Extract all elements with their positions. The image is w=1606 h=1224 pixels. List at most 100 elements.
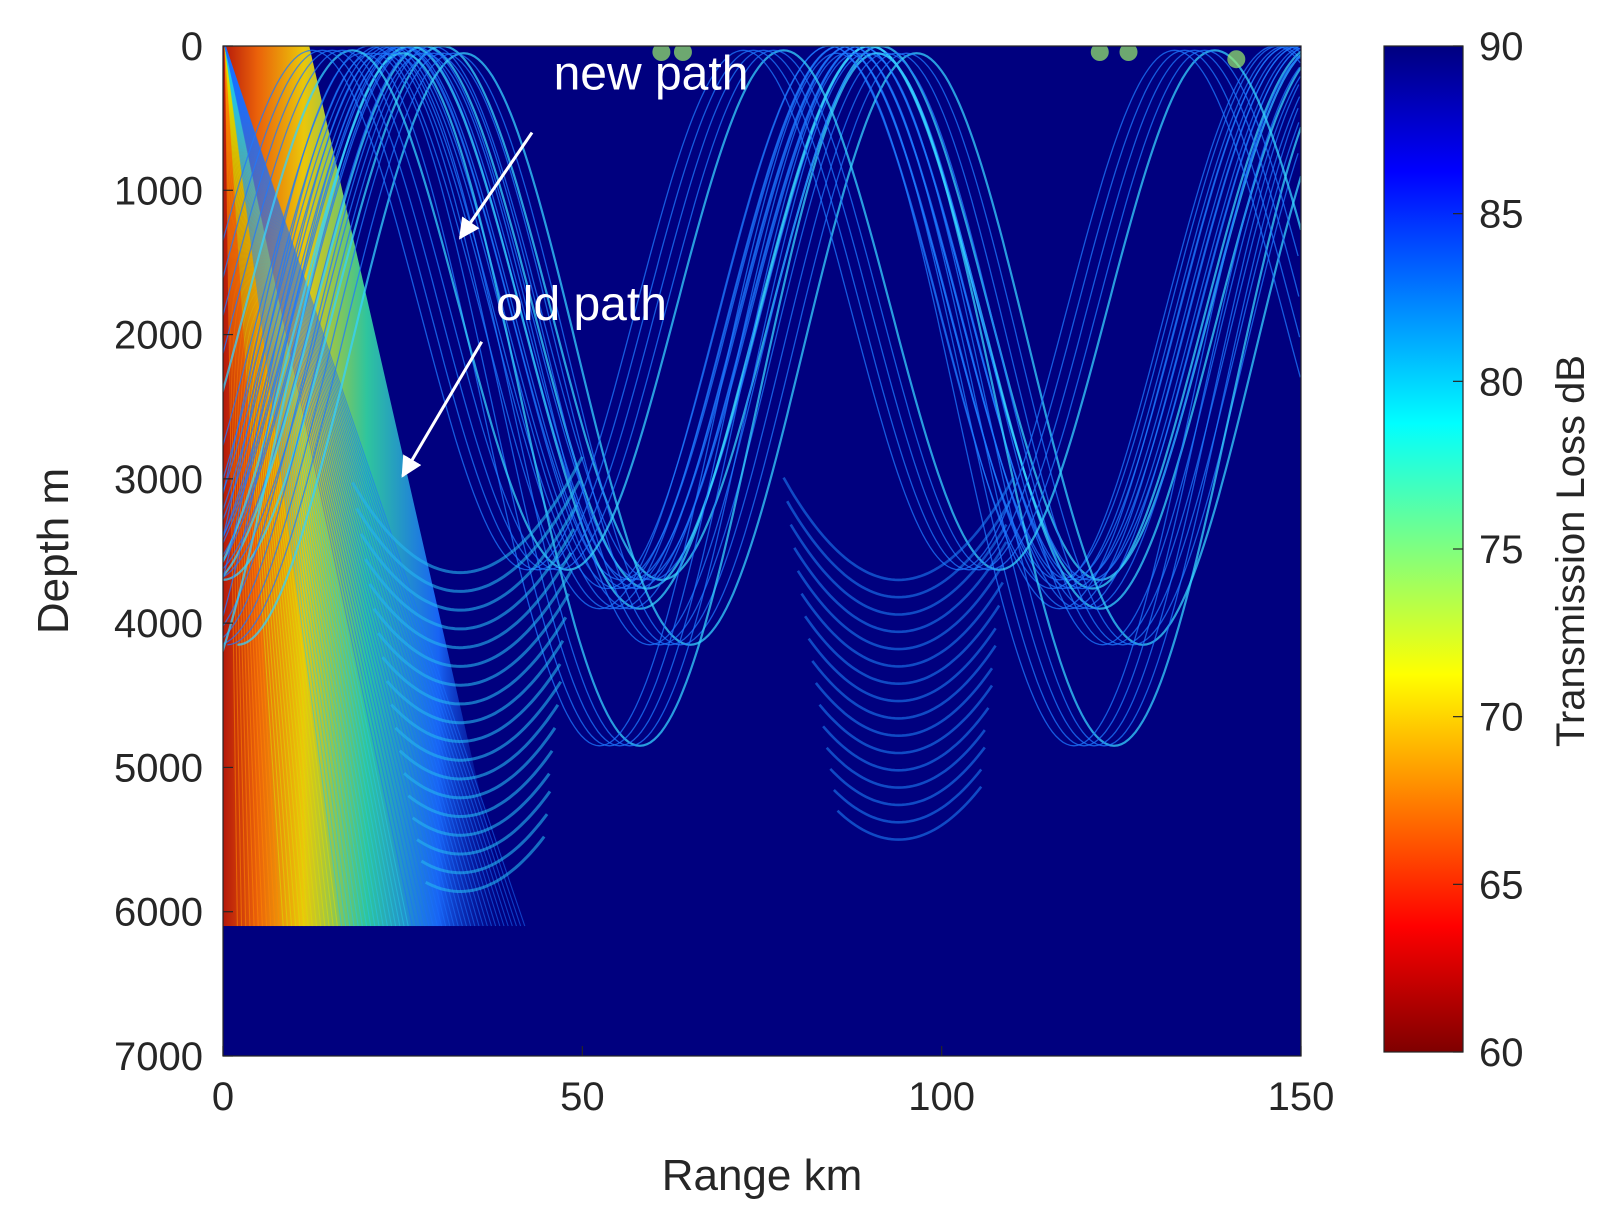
- source-ray: [224, 46, 426, 927]
- colorbar-ticks: 60 65 70 75 80 85 90: [1453, 25, 1524, 1075]
- x-tick-label: 150: [1268, 1075, 1335, 1119]
- y-axis-label: Depth m: [29, 468, 78, 634]
- fringe-arc: [789, 523, 1008, 616]
- source-ray: [224, 46, 526, 927]
- y-tick-label: 6000: [114, 891, 203, 935]
- source-ray: [224, 46, 318, 927]
- colorbar-label: Transmission Loss dB: [1549, 355, 1593, 747]
- fringe-arc: [403, 727, 557, 800]
- cz-ray: [227, 52, 1299, 646]
- y-tick-label: 4000: [114, 602, 203, 646]
- y-tick-label: 1000: [114, 169, 203, 213]
- fringe-arc: [832, 768, 983, 824]
- colorbar-tick-label: 90: [1479, 25, 1524, 69]
- source-ray: [224, 46, 372, 927]
- fringe-arc: [355, 480, 581, 593]
- interference-fringes: [351, 456, 1015, 893]
- y-axis-ticks: 0 1000 2000 3000 4000 5000 6000 7000: [114, 25, 233, 1079]
- fringe-arc: [793, 541, 1008, 634]
- cz-ray: [223, 46, 1300, 581]
- source-ray: [224, 46, 359, 927]
- source-ray: [224, 46, 376, 927]
- x-tick-label: 0: [212, 1075, 234, 1119]
- source-ray: [224, 46, 313, 927]
- fringe-arc: [390, 663, 562, 744]
- cz-ray: [223, 52, 1301, 747]
- y-tick-label: 7000: [114, 1035, 203, 1079]
- annotation-arrow: [458, 131, 534, 240]
- convergence-rays: [223, 46, 1301, 747]
- heatmap-field: [223, 46, 1301, 1056]
- fringe-arc: [804, 604, 1001, 686]
- annotation-label: old path: [496, 278, 667, 331]
- cz-ray: [223, 52, 1301, 747]
- heatmap-plot-area: [222, 45, 1302, 1057]
- fringe-arc: [811, 644, 997, 720]
- source-ray: [224, 46, 443, 927]
- source-ray: [224, 46, 268, 927]
- fringe-arc: [796, 564, 1004, 651]
- cz-ray: [223, 46, 1299, 610]
- fringe-arc: [398, 703, 560, 781]
- cz-ray: [223, 52, 1301, 646]
- x-tick-label: 50: [560, 1075, 605, 1119]
- source-ray: [224, 46, 463, 927]
- fringe-arc: [807, 627, 997, 703]
- y-tick-label: 5000: [114, 746, 203, 790]
- y-tick-label: 3000: [114, 458, 203, 502]
- y-tick-label: 0: [181, 25, 203, 69]
- convergence-zone: [673, 46, 692, 61]
- cz-ray: [223, 52, 1301, 747]
- colorbar-tick-label: 85: [1479, 193, 1524, 237]
- cz-ray: [223, 49, 1301, 571]
- cz-ray: [223, 52, 1300, 747]
- fringe-arc: [425, 835, 546, 893]
- fringe-arc: [829, 746, 986, 807]
- source-ray: [224, 46, 272, 927]
- fringe-arc: [351, 456, 584, 575]
- fringe-arc: [385, 639, 565, 725]
- source-ray: [224, 46, 397, 927]
- x-tick-label: 100: [908, 1075, 975, 1119]
- fringe-arc: [372, 569, 573, 668]
- y-tick-label: 2000: [114, 314, 203, 358]
- fringe-arc: [818, 684, 994, 755]
- source-ray: [224, 46, 301, 927]
- cz-ray: [223, 46, 1301, 581]
- colorbar: 60 65 70 75 80 85 90 Transmission Loss dB: [1383, 25, 1593, 1075]
- source-ray: [224, 46, 447, 927]
- source-ray: [224, 46, 493, 927]
- source-ray: [224, 46, 243, 927]
- convergence-zone: [1090, 46, 1109, 61]
- cz-ray: [237, 52, 1301, 646]
- source-ray: [224, 46, 422, 927]
- source-ray: [224, 46, 363, 927]
- seabed-region: [223, 926, 1301, 1056]
- source-ray: [224, 46, 384, 927]
- cz-ray: [223, 46, 1299, 581]
- annotation-arrow: [401, 341, 484, 478]
- cz-ray: [223, 46, 1299, 590]
- source-ray: [224, 46, 338, 927]
- convergence-zone-markers: [652, 46, 1246, 69]
- colorbar-tick-label: 75: [1479, 528, 1524, 572]
- source-ray: [224, 46, 309, 927]
- convergence-zone: [1227, 50, 1246, 69]
- cz-ray: [223, 49, 1301, 571]
- annotation-label: new path: [554, 47, 749, 100]
- fringe-arc: [394, 680, 563, 762]
- fringe-arc: [411, 772, 551, 837]
- x-axis-label: Range km: [662, 1151, 863, 1200]
- source-ray: [224, 46, 480, 927]
- fringe-arc: [822, 707, 990, 772]
- annotation: new path: [458, 47, 749, 240]
- cz-ray: [223, 46, 1300, 610]
- fringe-arc: [800, 581, 1004, 668]
- cz-ray: [223, 49, 1301, 571]
- source-ray: [224, 46, 455, 927]
- source-ray: [224, 46, 263, 927]
- colorbar-tick-label: 65: [1479, 863, 1524, 907]
- fringe-arc: [814, 667, 994, 738]
- source-ray: [224, 46, 288, 927]
